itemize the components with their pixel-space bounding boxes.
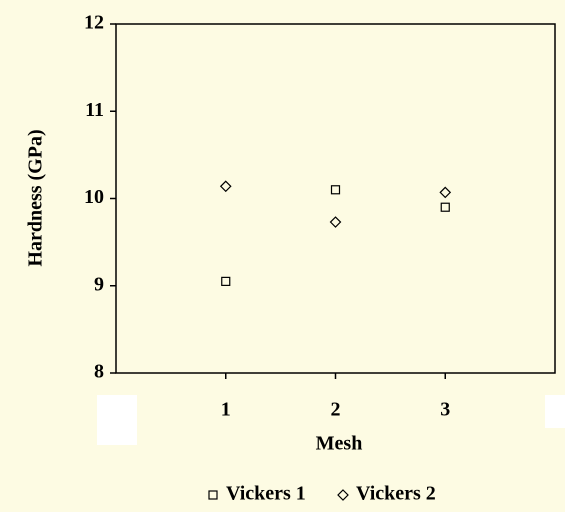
y-tick-label: 10 — [84, 186, 104, 208]
marker-square — [440, 202, 450, 212]
marker-square — [221, 276, 231, 286]
y-tick-label: 11 — [85, 99, 104, 121]
plot-area — [115, 23, 556, 374]
blank-patch — [545, 395, 565, 428]
legend-label: Vickers 1 — [226, 483, 306, 505]
marker-diamond — [329, 216, 342, 228]
marker-square — [208, 490, 218, 500]
x-tick-label: 1 — [221, 399, 231, 421]
y-axis-label: Hardness (GPa) — [25, 129, 47, 266]
y-tick-label: 9 — [94, 273, 104, 295]
legend-label: Vickers 2 — [356, 483, 436, 505]
marker-square — [330, 185, 341, 195]
x-tick-label: 3 — [440, 399, 450, 421]
x-axis-label: Mesh — [316, 433, 363, 455]
marker-diamond — [439, 186, 452, 199]
marker-diamond — [337, 489, 349, 501]
y-tick-label: 8 — [94, 361, 104, 383]
y-tick-label: 12 — [84, 12, 104, 34]
marker-diamond — [219, 180, 232, 193]
blank-patch — [97, 395, 137, 445]
x-tick-label: 2 — [331, 399, 341, 421]
